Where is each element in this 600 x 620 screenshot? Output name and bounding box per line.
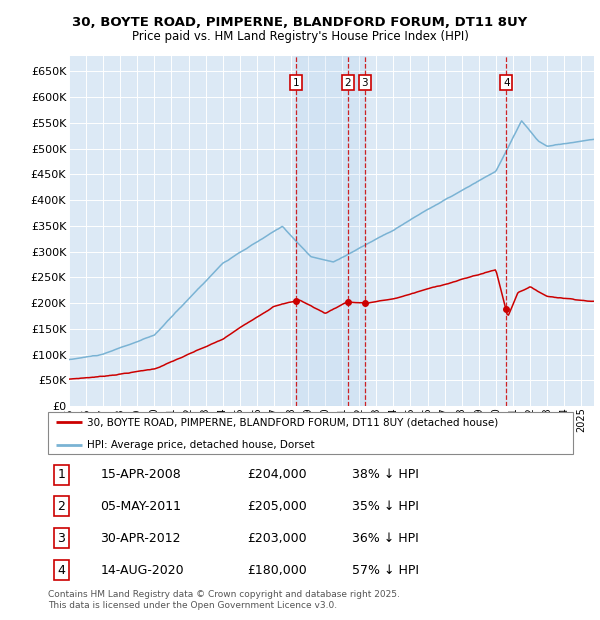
Text: 14-AUG-2020: 14-AUG-2020 [101, 564, 184, 577]
Text: 30-APR-2012: 30-APR-2012 [101, 532, 181, 545]
Text: 2: 2 [57, 500, 65, 513]
Text: £204,000: £204,000 [248, 468, 307, 481]
Text: Price paid vs. HM Land Registry's House Price Index (HPI): Price paid vs. HM Land Registry's House … [131, 30, 469, 43]
Text: 3: 3 [57, 532, 65, 545]
Bar [296, 56, 365, 406]
Text: 4: 4 [503, 78, 510, 87]
Text: £205,000: £205,000 [248, 500, 307, 513]
Text: 35% ↓ HPI: 35% ↓ HPI [353, 500, 419, 513]
Text: £203,000: £203,000 [248, 532, 307, 545]
Text: Contains HM Land Registry data © Crown copyright and database right 2025.
This d: Contains HM Land Registry data © Crown c… [48, 590, 400, 609]
Text: 4: 4 [57, 564, 65, 577]
Text: 3: 3 [362, 78, 368, 87]
Text: 15-APR-2008: 15-APR-2008 [101, 468, 181, 481]
Text: HPI: Average price, detached house, Dorset: HPI: Average price, detached house, Dors… [88, 440, 315, 450]
Text: 1: 1 [57, 468, 65, 481]
Text: 38% ↓ HPI: 38% ↓ HPI [353, 468, 419, 481]
Text: 30, BOYTE ROAD, PIMPERNE, BLANDFORD FORUM, DT11 8UY (detached house): 30, BOYTE ROAD, PIMPERNE, BLANDFORD FORU… [88, 417, 499, 427]
Text: £180,000: £180,000 [248, 564, 307, 577]
FancyBboxPatch shape [48, 412, 573, 454]
Text: 2: 2 [344, 78, 351, 87]
Text: 05-MAY-2011: 05-MAY-2011 [101, 500, 182, 513]
Text: 36% ↓ HPI: 36% ↓ HPI [353, 532, 419, 545]
Text: 57% ↓ HPI: 57% ↓ HPI [353, 564, 419, 577]
Text: 1: 1 [293, 78, 299, 87]
Text: 30, BOYTE ROAD, PIMPERNE, BLANDFORD FORUM, DT11 8UY: 30, BOYTE ROAD, PIMPERNE, BLANDFORD FORU… [73, 16, 527, 29]
